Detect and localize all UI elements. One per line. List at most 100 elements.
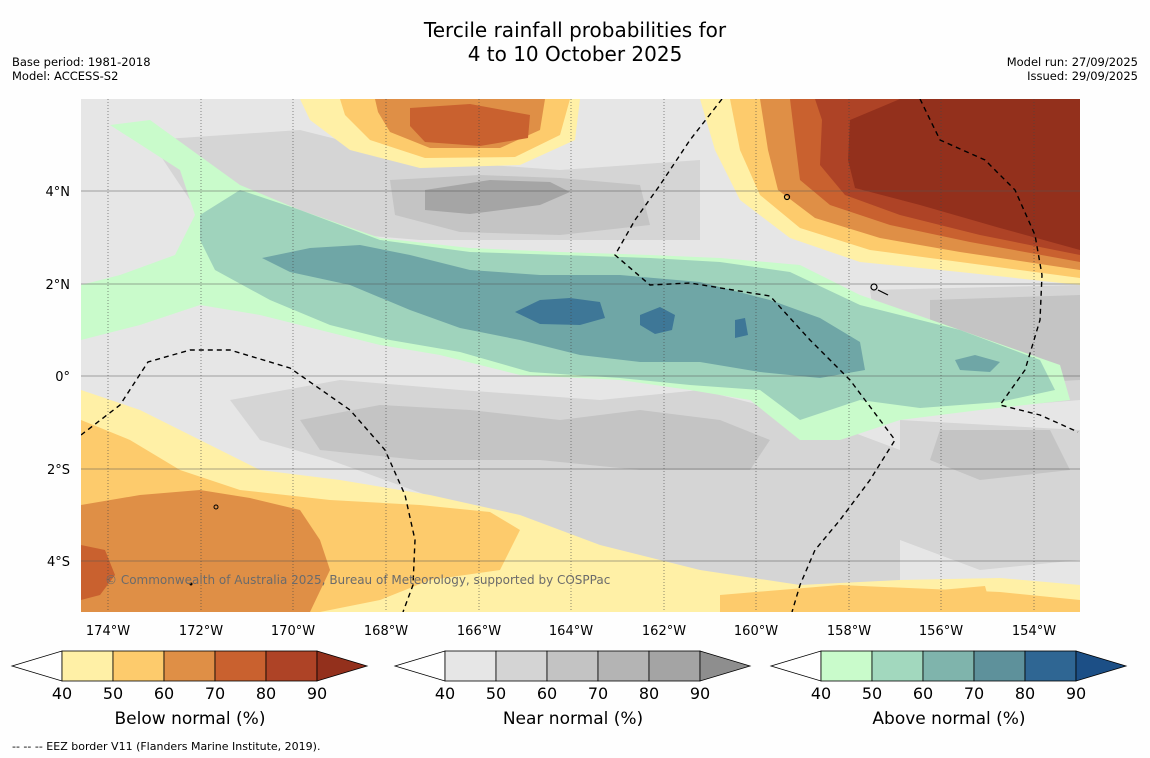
base-period-text: Base period: 1981-2018 [12, 55, 151, 69]
below-normal-60-region-southwest [81, 490, 330, 612]
map-title: Tercile rainfall probabilities for 4 to … [0, 18, 1150, 66]
colorbar-segment [922, 650, 975, 682]
x-tick-label: 172°W [179, 624, 223, 639]
colorbar-tick-label: 90 [690, 684, 710, 703]
colorbar-tick-label: 40 [52, 684, 72, 703]
colorbar-tick-label: 80 [639, 684, 659, 703]
island-marker [783, 193, 791, 201]
below-normal-50-region-south [720, 585, 1080, 612]
colorbar-tick-label: 60 [537, 684, 557, 703]
colorbar-segment [112, 650, 165, 682]
colorbar-segment [163, 650, 216, 682]
colorbar-segment [546, 650, 599, 682]
colorbar: 40 50 60 70 80 90 [393, 650, 752, 703]
colorbar-tick-label: 40 [435, 684, 455, 703]
colorbar-tick-label: 40 [811, 684, 831, 703]
colorbar-tick-label: 50 [103, 684, 123, 703]
probability-field [81, 99, 1080, 612]
below-normal-70-region-southwest [81, 545, 115, 600]
colorbar-low-extension [393, 650, 446, 682]
y-tick-label: 2°N [46, 278, 71, 293]
y-tick-label: 4°S [47, 555, 70, 570]
x-tick-label: 170°W [271, 624, 315, 639]
colorbars: 40 50 60 70 80 90 40 50 60 70 80 90 40 50 60 70 80 90 [10, 650, 1128, 703]
title-line-2: 4 to 10 October 2025 [467, 42, 683, 66]
model-text: Model: ACCESS-S2 [12, 69, 119, 83]
below-normal-50-region-southeast-patch [940, 586, 990, 606]
model-run-text: Model run: 27/09/2025 [1006, 55, 1138, 69]
x-tick-label: 160°W [734, 624, 778, 639]
colorbar-segment [973, 650, 1026, 682]
near-normal-60-region-southeast [930, 430, 1070, 480]
colorbar-low-extension [10, 650, 63, 682]
colorbar-tick-label: 70 [588, 684, 608, 703]
y-tick-label: 4°N [46, 185, 71, 200]
colorbar-tick-label: 80 [1015, 684, 1035, 703]
eez-borders [81, 99, 1079, 612]
x-tick-label: 158°W [827, 624, 871, 639]
colorbar-high-extension [316, 650, 369, 682]
x-tick-label: 164°W [549, 624, 593, 639]
colorbar-high-extension [699, 650, 752, 682]
colorbar-segment [265, 650, 318, 682]
above-normal-60-region-east [955, 355, 1000, 372]
eez-border-line [81, 349, 416, 612]
model-info: Base period: 1981-2018 Model: ACCESS-S2 [12, 55, 151, 83]
title-line-1: Tercile rainfall probabilities for [423, 18, 727, 42]
below-normal-caption: Below normal (%) [114, 709, 266, 729]
above-normal-70-region-central [640, 307, 675, 334]
colorbar-segment [495, 650, 548, 682]
colorbar-tick-label: 70 [964, 684, 984, 703]
colorbar-tick-label: 60 [154, 684, 174, 703]
colorbar-tick-label: 50 [486, 684, 506, 703]
colorbar-tick-label: 60 [913, 684, 933, 703]
eez-border-line [614, 99, 896, 612]
x-tick-label: 154°W [1012, 624, 1056, 639]
x-tick-label: 174°W [86, 624, 130, 639]
x-tick-label: 162°W [642, 624, 686, 639]
x-tick-label: 168°W [364, 624, 408, 639]
near-normal-caption: Near normal (%) [502, 709, 644, 729]
colorbar-tick-label: 80 [256, 684, 276, 703]
y-axis-labels: 4°N 2°N 0° 2°S 4°S [46, 185, 71, 570]
x-tick-label: 156°W [919, 624, 963, 639]
colorbar-segment [214, 650, 267, 682]
graticule [81, 99, 1080, 612]
colorbar-segment [871, 650, 924, 682]
above-normal-caption: Above normal (%) [872, 709, 1026, 729]
below-normal-90-region-northeast [848, 99, 1080, 250]
eez-footnote: -- -- -- EEZ border V11 (Flanders Marine… [12, 740, 321, 753]
colorbar-segment [1024, 650, 1077, 682]
islands [189, 193, 889, 586]
island-marker [877, 289, 889, 296]
colorbar-segment [61, 650, 114, 682]
colorbar-tick-label: 90 [1066, 684, 1086, 703]
near-normal-80-region [425, 180, 570, 214]
colorbar-high-extension [1075, 650, 1128, 682]
colorbar-segment [597, 650, 650, 682]
colorbar: 40 50 60 70 80 90 [769, 650, 1128, 703]
colorbar-segment [820, 650, 873, 682]
island-marker [870, 283, 878, 291]
above-normal-70-region-east [735, 318, 748, 338]
eez-border-line [919, 99, 1079, 433]
y-tick-label: 2°S [47, 463, 70, 478]
above-normal-70-region-west [515, 298, 605, 325]
colorbar-tick-label: 70 [205, 684, 225, 703]
run-info: Model run: 27/09/2025 Issued: 29/09/2025 [1007, 55, 1138, 83]
x-axis-labels: 174°W 172°W 170°W 168°W 166°W 164°W 162°… [86, 624, 1056, 639]
island-marker [189, 582, 193, 586]
below-normal-70-region-north [410, 104, 530, 146]
near-normal-60-region-south [300, 405, 770, 470]
issued-text: Issued: 29/09/2025 [1027, 69, 1138, 83]
colorbar-segment [648, 650, 701, 682]
colorbar: 40 50 60 70 80 90 [10, 650, 369, 703]
colorbar-low-extension [769, 650, 822, 682]
island-marker [213, 504, 219, 510]
parallel-lines [81, 190, 1080, 562]
colorbar-tick-label: 50 [862, 684, 882, 703]
copyright-text: © Commonwealth of Australia 2025, Bureau… [105, 573, 610, 587]
x-tick-label: 166°W [457, 624, 501, 639]
colorbar-segment [444, 650, 497, 682]
